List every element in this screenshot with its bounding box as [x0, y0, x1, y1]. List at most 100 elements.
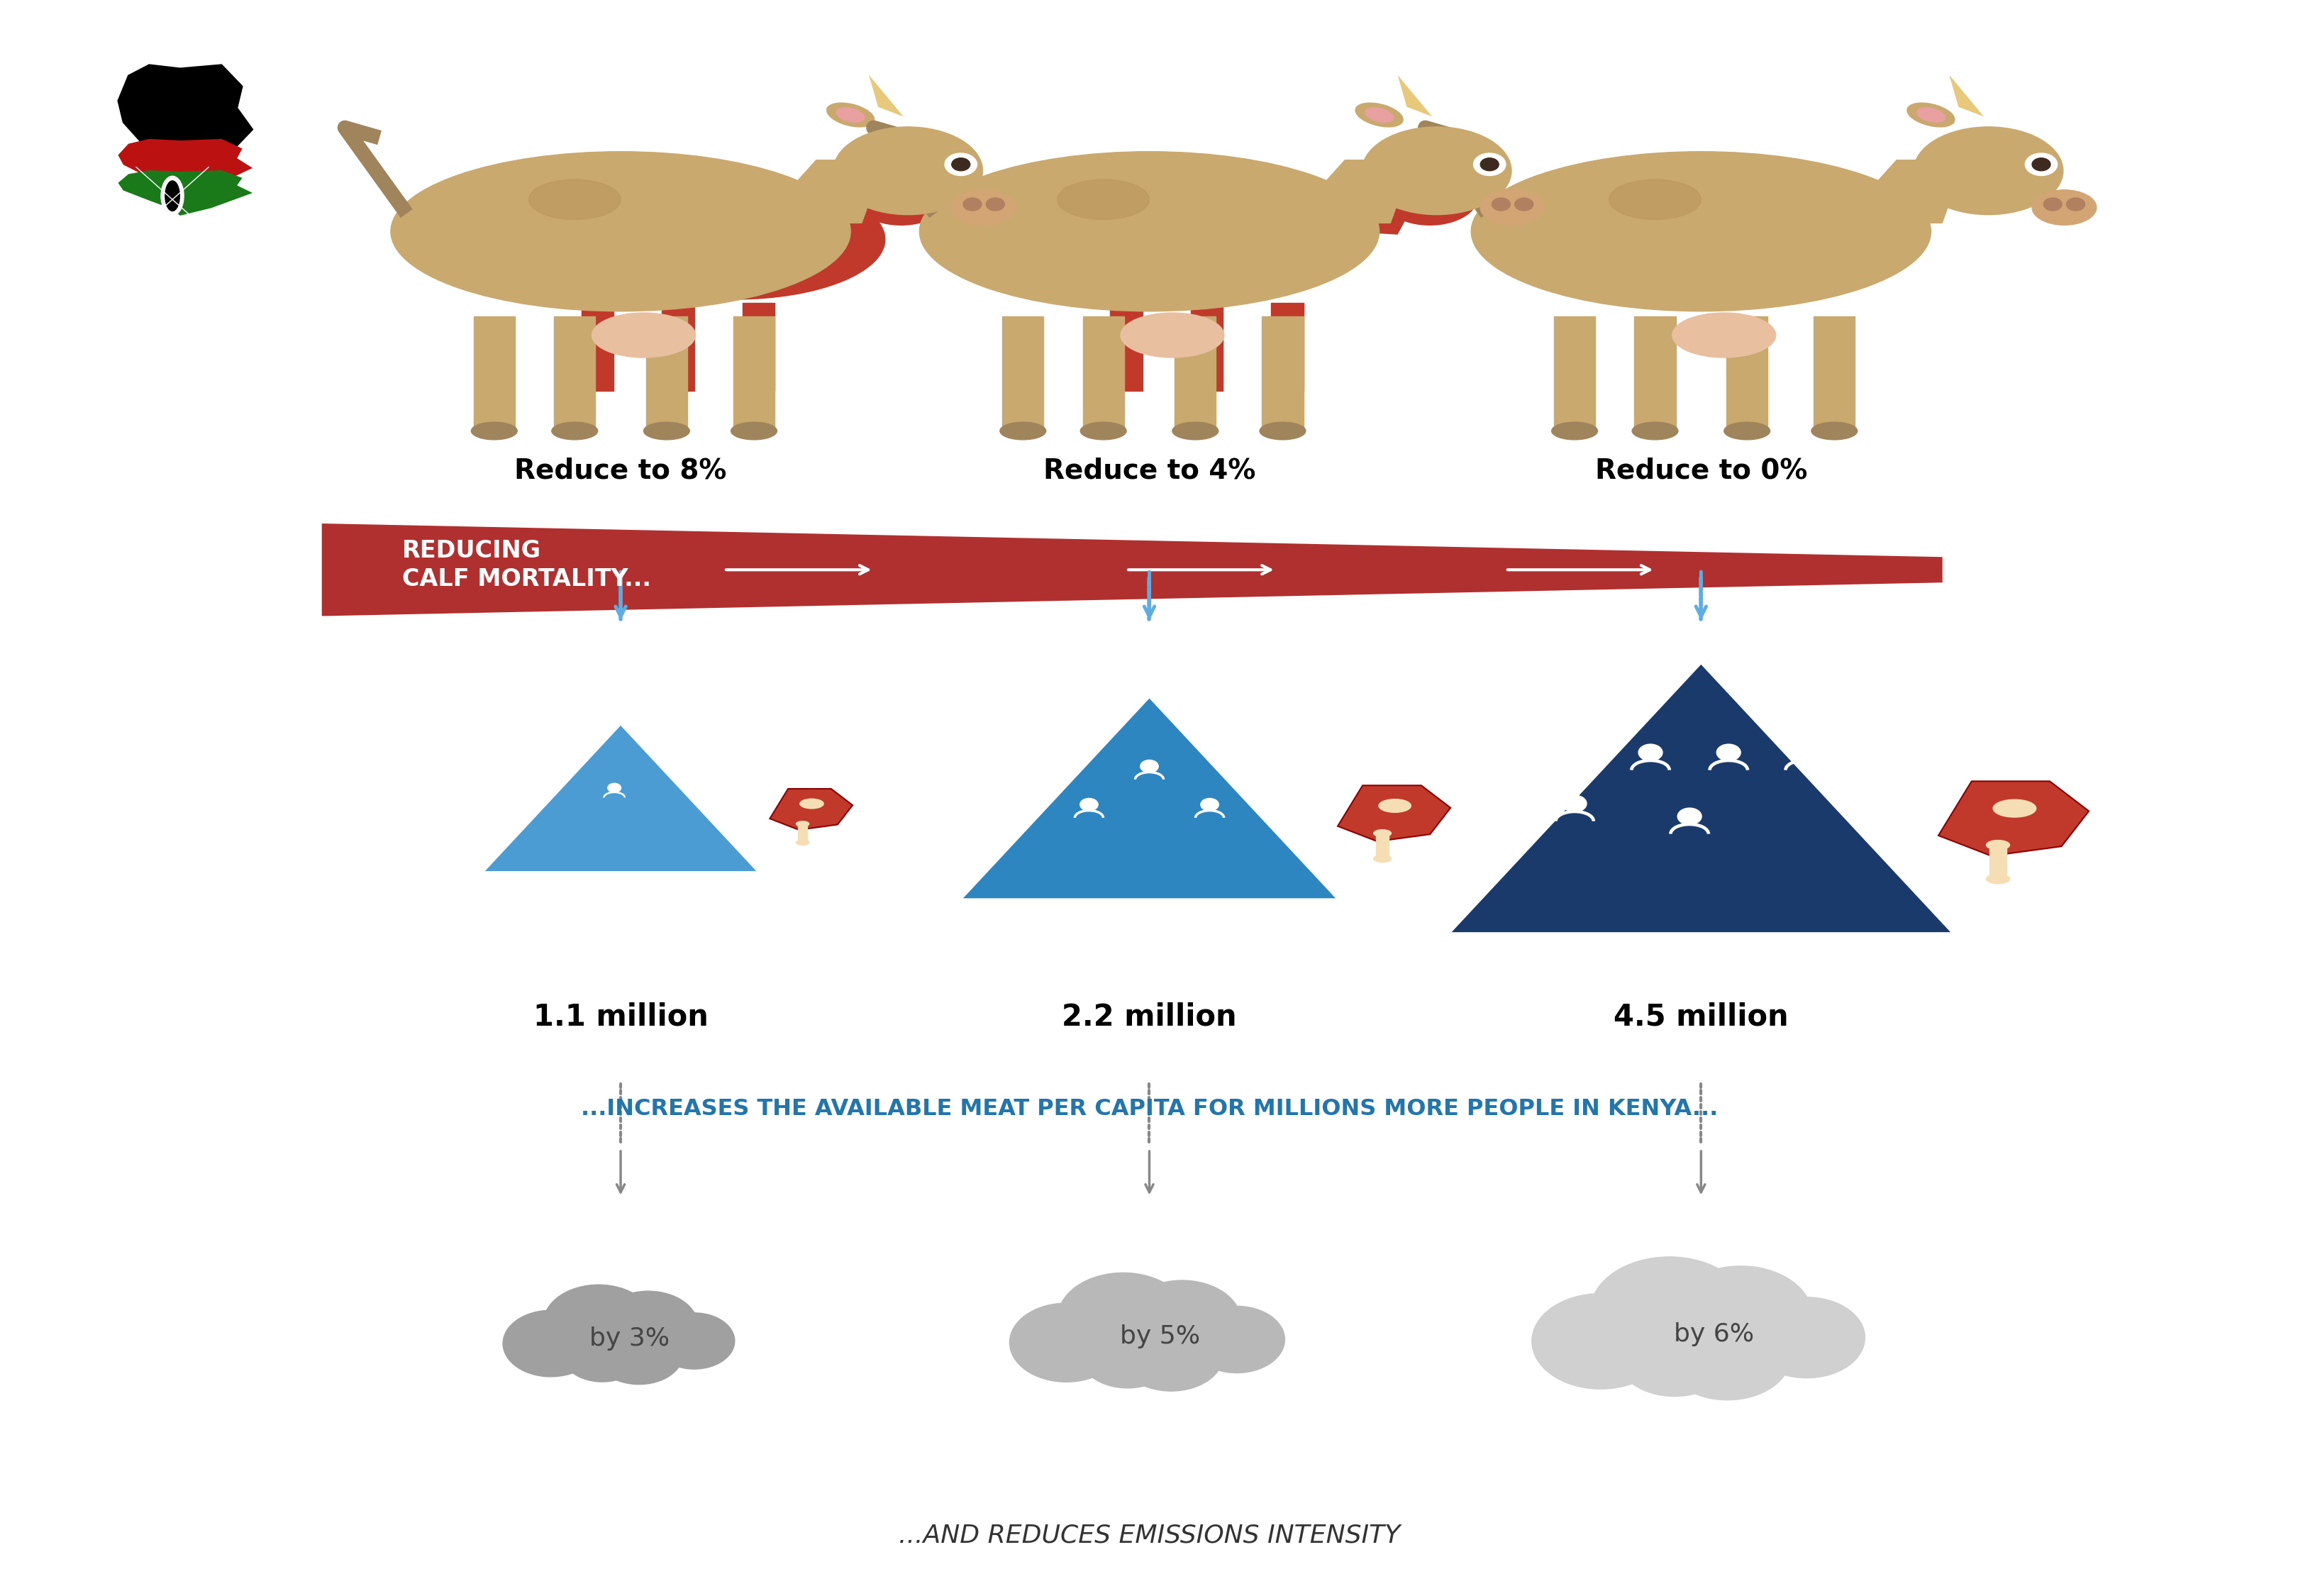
Ellipse shape: [1480, 190, 1544, 225]
Polygon shape: [869, 75, 903, 117]
Ellipse shape: [1917, 107, 1944, 123]
Ellipse shape: [1381, 168, 1478, 225]
Circle shape: [1590, 1258, 1749, 1366]
Polygon shape: [1937, 780, 2089, 855]
Ellipse shape: [1259, 421, 1305, 439]
Circle shape: [2031, 158, 2050, 171]
Bar: [1553, 316, 1595, 431]
Circle shape: [1749, 1298, 1864, 1377]
Circle shape: [986, 198, 1004, 211]
Polygon shape: [961, 696, 1337, 900]
Polygon shape: [117, 139, 253, 196]
Circle shape: [1563, 795, 1586, 812]
Circle shape: [1717, 744, 1740, 761]
Ellipse shape: [643, 421, 689, 439]
Text: by 3%: by 3%: [591, 1326, 669, 1350]
Circle shape: [1792, 744, 1815, 761]
Circle shape: [1491, 198, 1510, 211]
Circle shape: [1009, 1302, 1124, 1382]
Ellipse shape: [1057, 179, 1149, 219]
Circle shape: [1080, 1321, 1174, 1389]
Bar: [1174, 316, 1216, 431]
Bar: [742, 303, 774, 391]
Ellipse shape: [1724, 421, 1769, 439]
Bar: [554, 316, 595, 431]
Ellipse shape: [2031, 190, 2096, 225]
Ellipse shape: [1992, 800, 2036, 817]
Ellipse shape: [1360, 126, 1512, 214]
Bar: [797, 824, 807, 843]
Circle shape: [951, 158, 970, 171]
Ellipse shape: [827, 102, 873, 128]
Circle shape: [1678, 808, 1701, 825]
Ellipse shape: [853, 168, 949, 225]
Ellipse shape: [1365, 107, 1393, 123]
Text: Reduce to 0%: Reduce to 0%: [1595, 458, 1806, 484]
Circle shape: [1119, 1318, 1223, 1392]
Polygon shape: [1949, 75, 1983, 117]
Bar: [646, 316, 687, 431]
Ellipse shape: [529, 179, 620, 219]
Bar: [1813, 316, 1854, 431]
Ellipse shape: [161, 176, 184, 215]
Text: ...INCREASES THE AVAILABLE MEAT PER CAPITA FOR MILLIONS MORE PEOPLE IN KENYA...: ...INCREASES THE AVAILABLE MEAT PER CAPI…: [581, 1098, 1717, 1120]
Circle shape: [595, 1323, 683, 1384]
Bar: [473, 316, 515, 431]
Bar: [733, 316, 774, 431]
Circle shape: [1188, 1306, 1285, 1373]
Ellipse shape: [593, 313, 696, 358]
Bar: [581, 303, 614, 391]
Text: by 5%: by 5%: [1119, 1325, 1200, 1349]
Ellipse shape: [1121, 313, 1223, 358]
Ellipse shape: [1174, 203, 1354, 275]
Polygon shape: [117, 65, 253, 195]
Bar: [662, 303, 694, 391]
Circle shape: [1124, 1280, 1241, 1363]
Ellipse shape: [1172, 421, 1218, 439]
Ellipse shape: [919, 152, 1379, 311]
Polygon shape: [1397, 75, 1432, 117]
Circle shape: [597, 1291, 699, 1360]
Ellipse shape: [1907, 102, 1953, 128]
Ellipse shape: [1551, 421, 1597, 439]
Ellipse shape: [552, 421, 597, 439]
Ellipse shape: [731, 421, 777, 439]
Text: ...AND REDUCES EMISSIONS INTENSITY: ...AND REDUCES EMISSIONS INTENSITY: [899, 1523, 1399, 1548]
Polygon shape: [483, 723, 758, 873]
Circle shape: [2043, 198, 2061, 211]
Ellipse shape: [165, 180, 179, 211]
Ellipse shape: [951, 190, 1016, 225]
Ellipse shape: [1609, 179, 1701, 219]
Text: 1.1 million: 1.1 million: [533, 1002, 708, 1031]
Circle shape: [1664, 1312, 1790, 1400]
Circle shape: [542, 1285, 653, 1361]
Circle shape: [1480, 158, 1498, 171]
Circle shape: [1140, 760, 1158, 772]
Ellipse shape: [1356, 102, 1402, 128]
Text: 2.2 million: 2.2 million: [1062, 1002, 1236, 1031]
Circle shape: [2066, 198, 2084, 211]
Polygon shape: [322, 523, 1942, 616]
Bar: [1271, 303, 1303, 391]
Ellipse shape: [1471, 152, 1930, 311]
Ellipse shape: [471, 421, 517, 439]
Ellipse shape: [836, 107, 864, 123]
Circle shape: [2025, 153, 2057, 176]
Ellipse shape: [1374, 855, 1390, 862]
Ellipse shape: [586, 179, 885, 300]
Polygon shape: [117, 171, 253, 215]
Circle shape: [653, 1314, 735, 1369]
Circle shape: [1514, 198, 1533, 211]
Polygon shape: [1287, 160, 1413, 223]
Circle shape: [1615, 1315, 1733, 1396]
Ellipse shape: [1985, 875, 2008, 884]
Ellipse shape: [1379, 800, 1411, 812]
Bar: [1002, 316, 1043, 431]
Ellipse shape: [1811, 421, 1857, 439]
Ellipse shape: [1080, 421, 1126, 439]
Ellipse shape: [1374, 830, 1390, 836]
Circle shape: [607, 784, 620, 793]
Ellipse shape: [1985, 839, 2008, 849]
Ellipse shape: [800, 800, 823, 809]
Bar: [1082, 316, 1124, 431]
